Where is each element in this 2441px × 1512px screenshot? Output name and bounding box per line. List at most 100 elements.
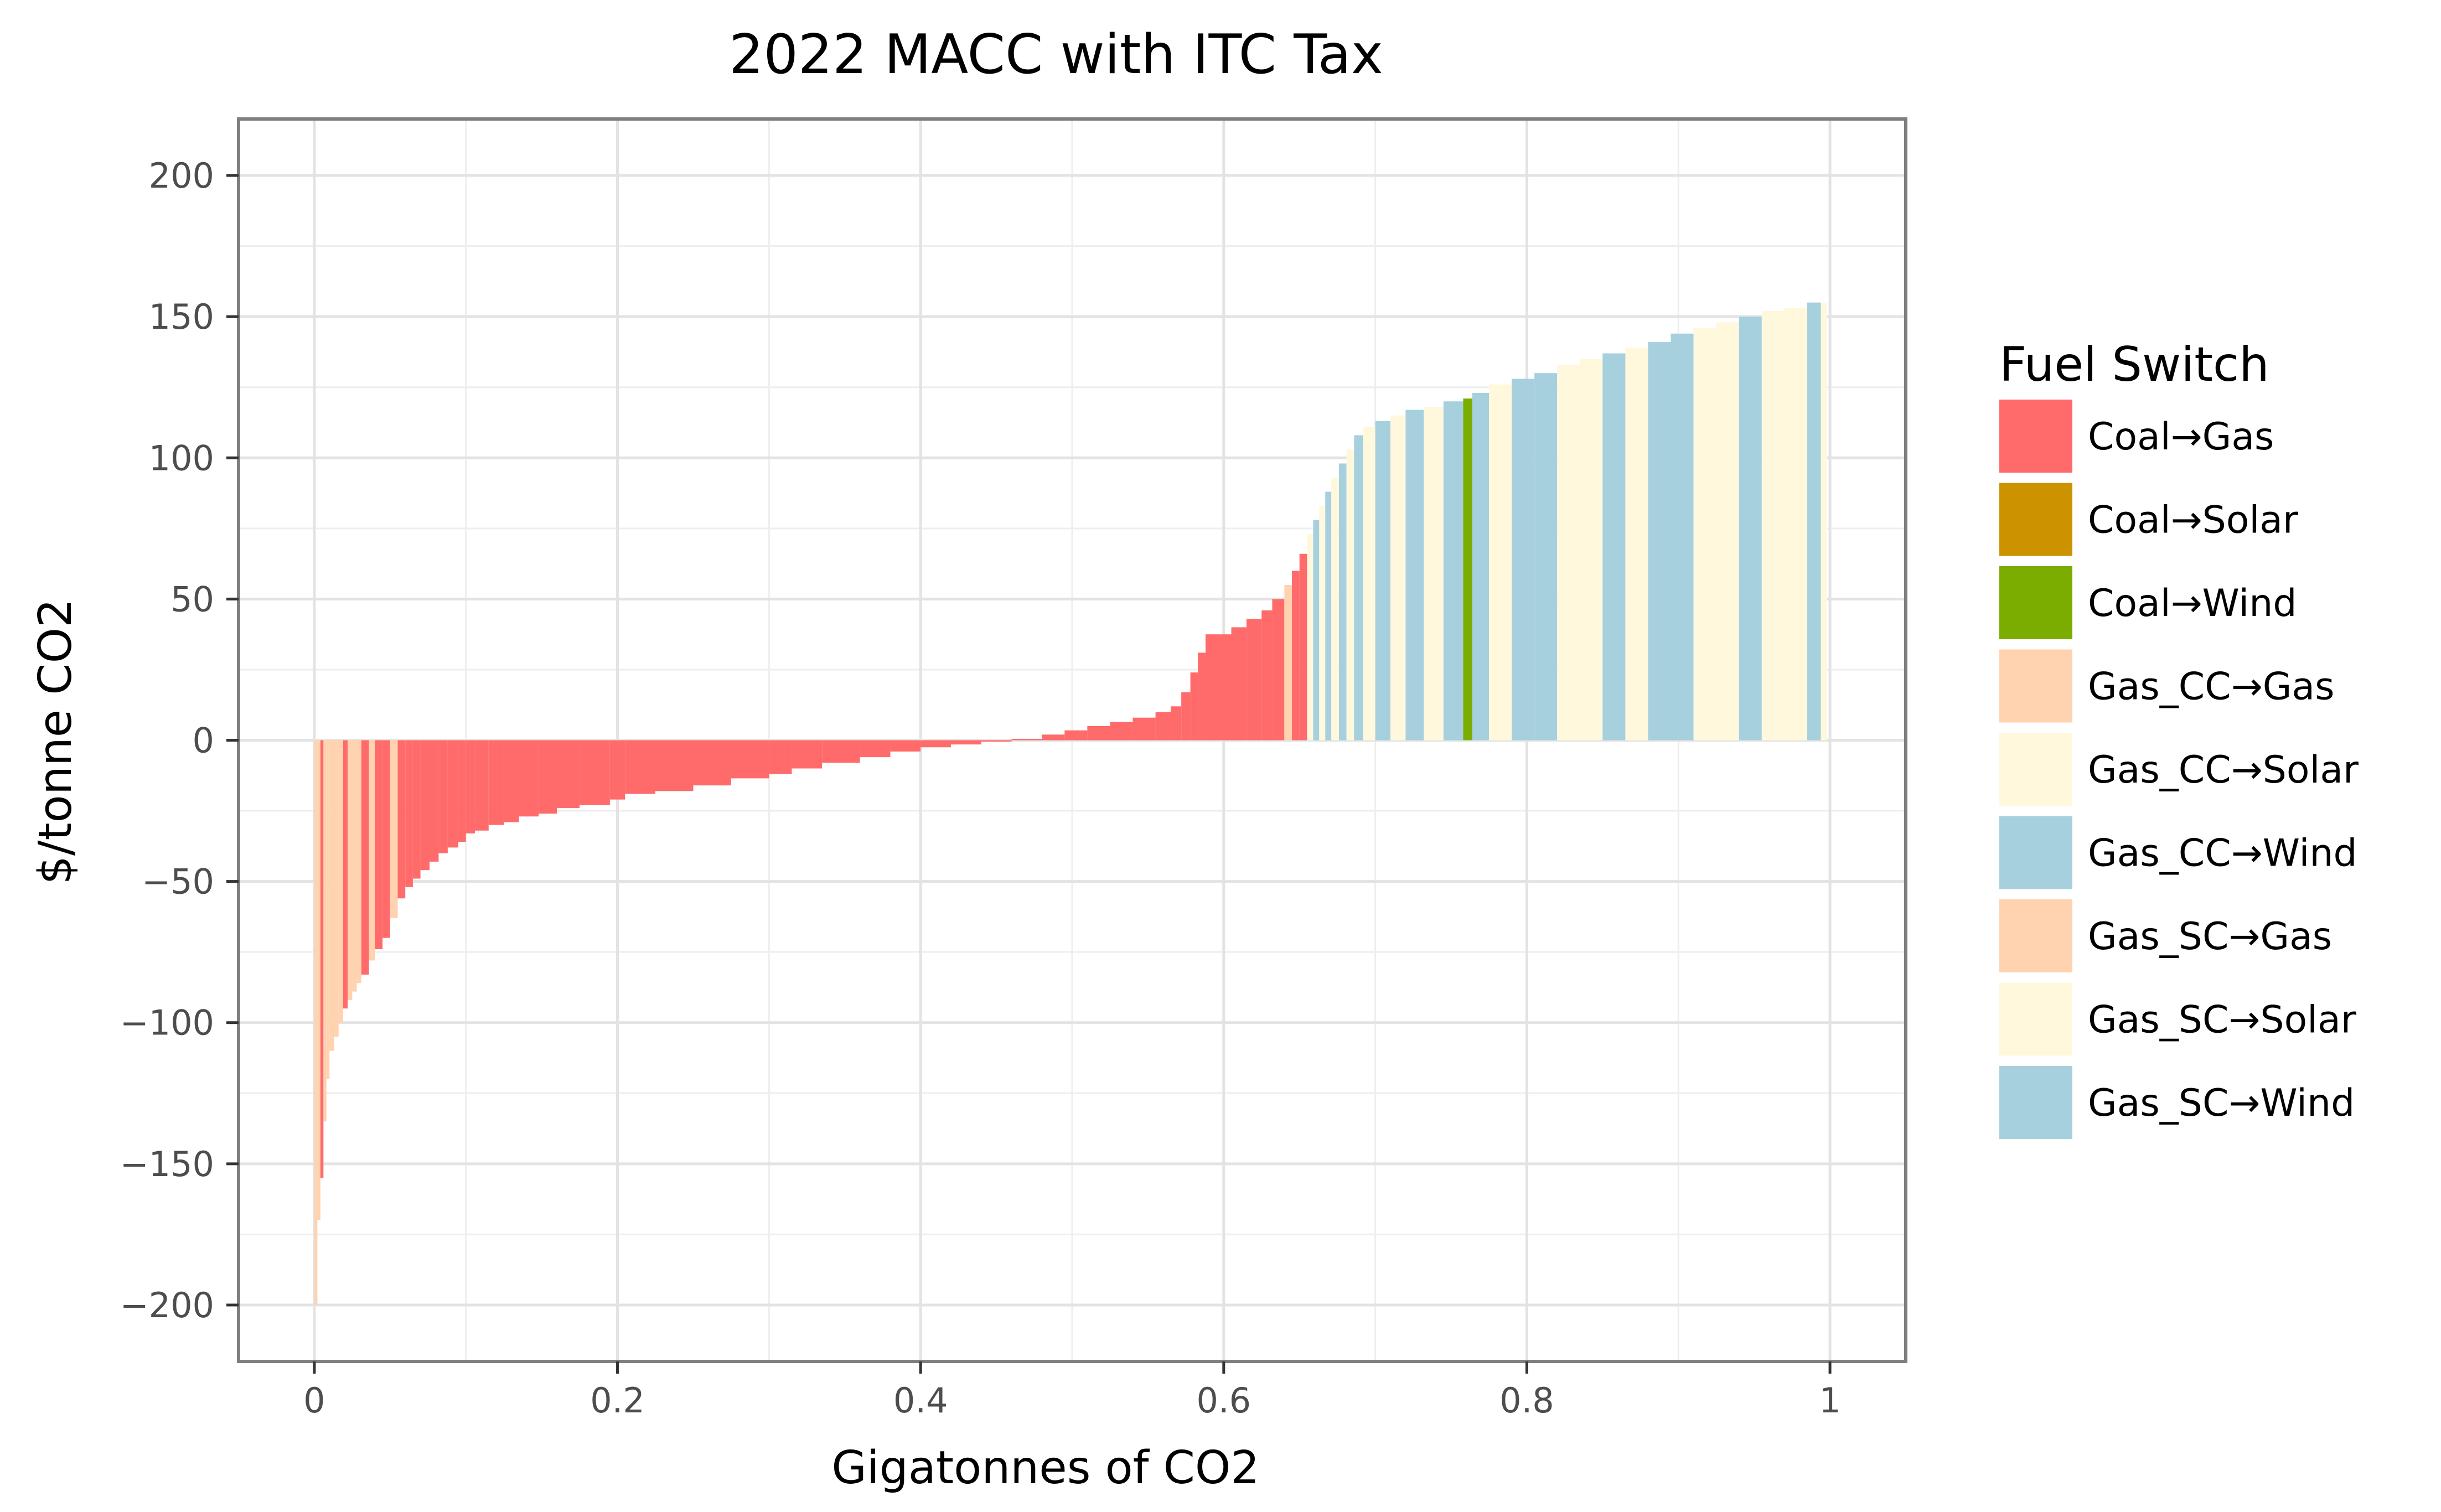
bar — [1042, 734, 1065, 741]
legend-label: Gas_SC→Gas — [2088, 915, 2332, 959]
bar — [1313, 520, 1320, 741]
legend-entries: Coal→Gas Coal→Solar Coal→Wind Gas_CC→Gas Gas… — [1999, 400, 2359, 1139]
bar — [1132, 717, 1156, 741]
bar — [1761, 310, 1785, 741]
bar — [860, 740, 891, 758]
bar — [1784, 308, 1808, 741]
bar — [447, 740, 459, 848]
bar — [1284, 584, 1292, 741]
bar — [326, 740, 330, 1079]
legend-item-gascc-solar: Gas_CC→Solar — [1999, 733, 2359, 806]
bar — [655, 740, 694, 791]
x-axis: 0 0.2 0.4 0.6 0.8 1 — [303, 1361, 1841, 1421]
bar — [1346, 449, 1354, 741]
legend-swatch — [1999, 899, 2072, 972]
legend-item-coal-wind: Coal→Wind — [1999, 566, 2297, 639]
legend-title: Fuel Switch — [1999, 337, 2269, 392]
bar — [1671, 333, 1694, 741]
bar — [890, 740, 921, 752]
bar — [420, 740, 430, 871]
bar — [382, 740, 390, 938]
bar — [1261, 610, 1273, 741]
y-tick-label: 50 — [170, 579, 214, 619]
y-tick-label: 100 — [149, 438, 214, 478]
bar — [320, 740, 324, 1178]
bar — [1602, 353, 1626, 741]
bar — [361, 740, 369, 975]
bar — [822, 740, 860, 763]
bar — [1292, 571, 1300, 741]
y-tick-label: −150 — [120, 1144, 214, 1184]
legend: Fuel Switch Coal→Gas Coal→Solar Coal→Wind G… — [1999, 337, 2359, 1139]
bar — [504, 740, 519, 822]
bar — [539, 740, 557, 814]
bar — [1272, 599, 1285, 741]
legend-label: Gas_SC→Wind — [2088, 1081, 2355, 1125]
legend-label: Gas_SC→Solar — [2088, 998, 2356, 1042]
bar — [1443, 401, 1463, 741]
bar — [348, 740, 353, 1000]
bar — [557, 740, 580, 808]
bar — [356, 740, 361, 983]
bar — [343, 740, 348, 1009]
bar — [438, 740, 448, 853]
chart-title: 2022 MACC with ITC Tax — [729, 23, 1383, 86]
bar — [1405, 410, 1424, 741]
x-tick-label: 0.2 — [590, 1380, 645, 1421]
bar — [334, 740, 339, 1037]
bar — [458, 740, 466, 842]
bar — [1011, 738, 1042, 741]
bar — [769, 740, 792, 774]
legend-swatch — [1999, 1066, 2072, 1139]
bar — [1739, 317, 1762, 741]
legend-label: Coal→Solar — [2088, 499, 2298, 542]
bar — [1338, 463, 1347, 741]
legend-swatch — [1999, 400, 2072, 473]
bar — [323, 740, 327, 1122]
x-tick-label: 0.8 — [1499, 1380, 1554, 1421]
bar — [1693, 328, 1716, 741]
minor-gridlines — [239, 119, 1906, 1361]
bar — [375, 740, 383, 950]
legend-label: Gas_CC→Wind — [2088, 832, 2357, 876]
bar — [1064, 730, 1088, 741]
bar — [1821, 302, 1827, 741]
y-tick-label: −200 — [120, 1285, 214, 1325]
legend-item-gascc-gas: Gas_CC→Gas — [1999, 649, 2335, 723]
legend-item-coal-gas: Coal→Gas — [1999, 400, 2274, 473]
bar — [1716, 322, 1739, 741]
legend-label: Coal→Wind — [2088, 582, 2297, 625]
legend-item-gassc-wind: Gas_SC→Wind — [1999, 1066, 2355, 1139]
bar — [488, 740, 504, 825]
y-tick-label: −100 — [120, 1003, 214, 1043]
bar — [1170, 706, 1182, 741]
bar — [1246, 619, 1262, 741]
legend-item-coal-solar: Coal→Solar — [1999, 483, 2298, 556]
bar — [693, 740, 731, 786]
bar — [1489, 384, 1512, 741]
bar — [1190, 672, 1198, 741]
bar — [609, 740, 625, 800]
bar — [950, 740, 981, 745]
plot-panel — [237, 117, 1907, 1363]
bar — [1110, 722, 1133, 741]
bar — [430, 740, 439, 862]
bar — [580, 740, 610, 805]
bar — [397, 740, 406, 899]
bar — [405, 740, 413, 887]
x-tick-label: 1 — [1819, 1380, 1840, 1421]
legend-swatch — [1999, 649, 2072, 723]
bar — [314, 740, 318, 1305]
legend-label: Gas_CC→Gas — [2088, 665, 2335, 709]
bar — [475, 740, 489, 831]
bar — [1181, 692, 1191, 741]
bar — [1198, 653, 1206, 741]
legend-swatch — [1999, 733, 2072, 806]
bar — [1534, 373, 1558, 741]
bar — [1512, 379, 1535, 741]
bar — [329, 740, 334, 1051]
legend-label: Coal→Gas — [2088, 415, 2274, 459]
bars — [314, 302, 1827, 1305]
bar — [1155, 712, 1171, 741]
bar — [1625, 348, 1648, 741]
